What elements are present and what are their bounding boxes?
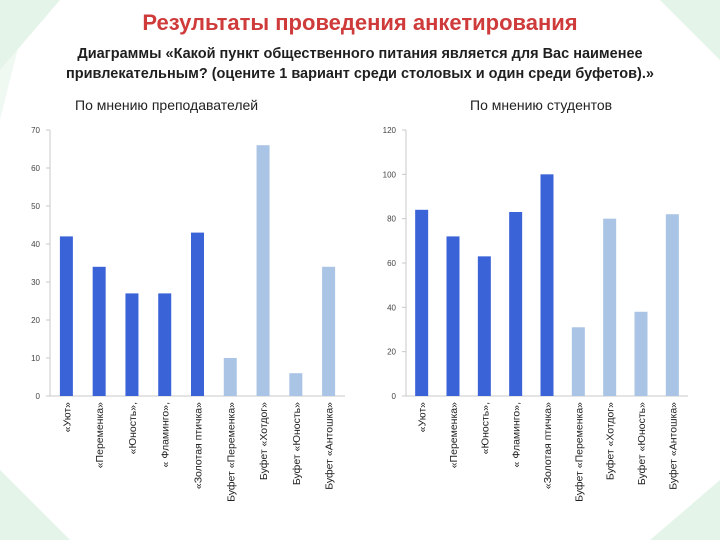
y-tick-label: 10 [31, 354, 40, 363]
y-tick-label: 40 [31, 240, 40, 249]
category-label: Буфет «Переменка» [573, 402, 585, 502]
bar [322, 266, 336, 396]
category-label: «Золотая птичка» [193, 402, 205, 489]
category-label: Буфет «Юность» [291, 402, 303, 485]
bar [125, 293, 139, 396]
bar [446, 236, 460, 396]
y-tick-label: 100 [383, 170, 397, 179]
y-tick-label: 60 [387, 259, 396, 268]
y-tick-label: 80 [387, 215, 396, 224]
category-label: Буфет «Юность» [636, 402, 648, 485]
y-tick-label: 120 [383, 126, 397, 135]
y-tick-label: 0 [36, 392, 41, 401]
y-tick-label: 40 [387, 303, 396, 312]
bar [415, 209, 429, 396]
bar [92, 266, 106, 396]
category-label: Буфет «Антошка» [667, 402, 679, 490]
category-label: «Уют» [417, 402, 429, 432]
y-tick-label: 20 [31, 316, 40, 325]
category-label: «Переменка» [448, 402, 460, 468]
slide-subtitle: Диаграммы «Какой пункт общественного пит… [66, 46, 654, 82]
category-label: «Переменка» [94, 402, 106, 468]
bar [665, 214, 679, 396]
category-label: « Фламинго», [511, 402, 523, 467]
bar [540, 174, 554, 396]
y-tick-label: 30 [31, 278, 40, 287]
category-label: Буфет «Хотдог» [605, 402, 617, 480]
chart-teachers-title: По мнению преподавателей [75, 97, 259, 113]
y-tick-label: 0 [392, 392, 397, 401]
bar [477, 256, 491, 396]
bar [59, 236, 73, 396]
bar [256, 145, 270, 396]
bar [634, 311, 648, 396]
y-tick-label: 50 [31, 202, 40, 211]
category-label: «Уют» [61, 402, 73, 432]
slide-title: Результаты проведения анкетирования [142, 10, 578, 35]
bar [289, 373, 303, 396]
bar [158, 293, 172, 396]
bar [509, 212, 523, 396]
y-tick-label: 20 [387, 348, 396, 357]
y-tick-label: 70 [31, 126, 40, 135]
y-tick-label: 60 [31, 164, 40, 173]
chart-students-title: По мнению студентов [470, 97, 613, 113]
bar [603, 218, 617, 396]
bar [191, 232, 204, 396]
category-label: «Золотая птичка» [542, 402, 554, 489]
bar [571, 327, 585, 396]
category-label: «Юность», [127, 402, 139, 454]
category-label: « Фламинго», [160, 402, 172, 467]
category-label: Буфет «Переменка» [225, 402, 237, 502]
category-label: «Юность», [479, 402, 491, 454]
category-label: Буфет «Антошка» [324, 402, 336, 490]
category-label: Буфет «Хотдог» [258, 402, 270, 480]
bar [223, 358, 237, 396]
